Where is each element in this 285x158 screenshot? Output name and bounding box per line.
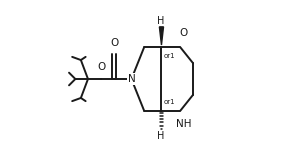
Polygon shape [159, 27, 164, 45]
Text: O: O [180, 28, 188, 38]
Text: or1: or1 [164, 99, 176, 105]
Text: or1: or1 [164, 53, 176, 59]
Text: O: O [97, 62, 105, 72]
Text: H: H [157, 131, 164, 141]
Text: O: O [110, 38, 118, 49]
Text: H: H [157, 16, 164, 26]
Text: NH: NH [176, 119, 191, 129]
Text: N: N [128, 74, 135, 84]
